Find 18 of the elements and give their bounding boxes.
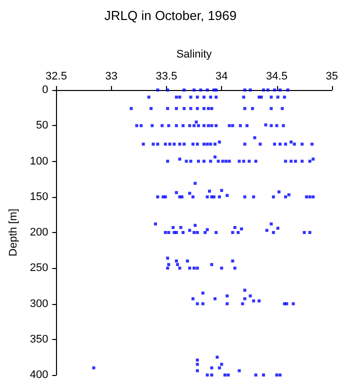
y-tick-label: 400 bbox=[30, 369, 48, 381]
y-tick-label: 0 bbox=[42, 84, 48, 96]
y-tick-label: 50 bbox=[36, 120, 48, 132]
x-tick-label: 33 bbox=[105, 70, 118, 82]
y-tick-label: 250 bbox=[30, 262, 48, 274]
y-tick-label: 150 bbox=[30, 190, 48, 203]
y-tick-label: 100 bbox=[30, 155, 48, 168]
y-tick-label: 350 bbox=[30, 333, 48, 346]
y-tick-label: 200 bbox=[30, 226, 48, 238]
y-axis-title: Depth [m] bbox=[8, 208, 20, 256]
x-tick-label: 34.5 bbox=[266, 70, 288, 82]
x-tick-label: 34 bbox=[216, 70, 228, 82]
x-tick-label: 33.5 bbox=[156, 70, 178, 82]
chart-title: JRLQ in October, 1969 bbox=[104, 8, 237, 23]
y-tick-label: 300 bbox=[30, 298, 48, 310]
x-tick-label: 35 bbox=[326, 70, 338, 82]
x-axis-title: Salinity bbox=[176, 48, 212, 60]
x-tick-label: 32.5 bbox=[46, 70, 67, 82]
